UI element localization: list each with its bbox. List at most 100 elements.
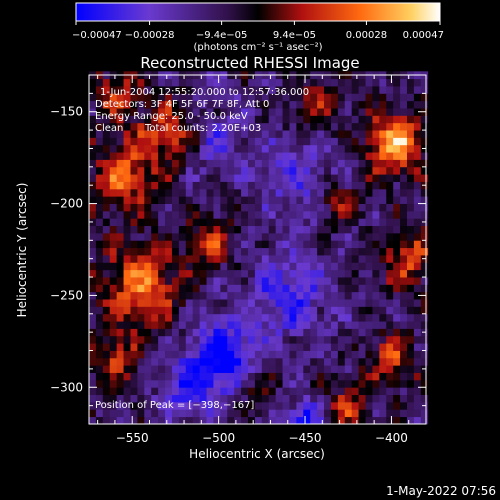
heatmap-cell [372, 379, 380, 388]
heatmap-cell [178, 269, 187, 278]
heatmap-cell [413, 365, 422, 373]
heatmap-cell [282, 387, 290, 396]
heatmap-cell [123, 379, 131, 388]
heatmap-cell [89, 321, 97, 329]
heatmap-cell [386, 115, 394, 124]
heatmap-cell [400, 196, 408, 204]
heatmap-cell [344, 232, 353, 241]
heatmap-cell [130, 284, 138, 293]
heatmap-cell [227, 100, 235, 109]
heatmap-cell [213, 137, 221, 146]
heatmap-cell [386, 166, 394, 175]
heatmap-cell [344, 115, 353, 124]
heatmap-cell [95, 262, 104, 271]
heatmap-cell [95, 115, 104, 124]
heatmap-cells [89, 71, 429, 425]
heatmap-cell [261, 247, 270, 256]
heatmap-cell [386, 86, 394, 94]
heatmap-cell [282, 284, 290, 293]
heatmap-cell [123, 343, 131, 351]
heatmap-cell [102, 255, 111, 263]
heatmap-cell [351, 269, 359, 278]
heatmap-cell [137, 357, 145, 366]
heatmap-cell [165, 394, 173, 403]
heatmap-cell [102, 313, 111, 322]
heatmap-cell [337, 137, 346, 146]
heatmap-cell [247, 247, 256, 256]
heatmap-cell [310, 299, 318, 307]
heatmap-cell [185, 115, 194, 124]
heatmap-cell [206, 313, 214, 322]
heatmap-cell [379, 343, 387, 351]
heatmap-cell [234, 306, 242, 315]
heatmap-cell [358, 240, 366, 249]
heatmap-cell [337, 93, 346, 102]
heatmap-cell [393, 379, 401, 388]
heatmap-cell [337, 115, 346, 124]
heatmap-cell [234, 357, 242, 366]
heatmap-cell [337, 357, 346, 366]
heatmap-cell [386, 284, 394, 293]
heatmap-cell [171, 313, 180, 322]
heatmap-cell [289, 137, 297, 146]
heatmap-cell [254, 86, 263, 94]
heatmap-cell [324, 372, 332, 381]
heatmap-cell [289, 409, 297, 418]
heatmap-cell [289, 144, 297, 153]
heatmap-cell [178, 379, 187, 388]
heatmap-cell [241, 115, 249, 124]
heatmap-cell [351, 335, 359, 344]
heatmap-cell [109, 210, 118, 219]
heatmap-cell [116, 409, 124, 418]
heatmap-cell [372, 196, 380, 204]
heatmap-cell [171, 387, 180, 396]
heatmap-cell [337, 166, 346, 175]
heatmap-cell [324, 210, 332, 219]
heatmap-cell [324, 255, 332, 263]
heatmap-cell [95, 86, 104, 94]
heatmap-cell [400, 130, 408, 138]
heatmap-cell [247, 78, 256, 87]
heatmap-cell [330, 365, 339, 373]
heatmap-cell [379, 181, 387, 190]
heatmap-cell [254, 122, 263, 131]
heatmap-cell [303, 188, 311, 197]
heatmap-cell [192, 357, 200, 366]
heatmap-cell [109, 321, 118, 329]
heatmap-cell [351, 174, 359, 182]
heatmap-cell [206, 130, 214, 138]
heatmap-cell [344, 166, 353, 175]
heatmap-cell [144, 416, 152, 425]
heatmap-cell [317, 247, 325, 256]
heatmap-cell [365, 144, 373, 153]
heatmap-cell [241, 372, 249, 381]
heatmap-cell [386, 188, 394, 197]
heatmap-cell [268, 152, 277, 160]
heatmap-cell [358, 365, 366, 373]
heatmap-cell [337, 210, 346, 219]
heatmap-cell [400, 218, 408, 227]
heatmap-cell [171, 401, 180, 410]
heatmap-cell [109, 86, 118, 94]
heatmap-cell [192, 225, 200, 234]
heatmap-cell [393, 321, 401, 329]
heatmap-cell [185, 394, 194, 403]
heatmap-cell [158, 196, 166, 204]
heatmap-cell [296, 343, 304, 351]
heatmap-cell [192, 240, 200, 249]
heatmap-cell [344, 335, 353, 344]
heatmap-cell [109, 299, 118, 307]
heatmap-cell [247, 174, 256, 182]
heatmap-cell [220, 247, 228, 256]
heatmap-cell [220, 115, 228, 124]
heatmap-cell [206, 306, 214, 315]
heatmap-cell [372, 100, 380, 109]
heatmap-cell [324, 277, 332, 285]
heatmap-cell [406, 218, 415, 227]
heatmap-cell [365, 409, 373, 418]
heatmap-cell [393, 313, 401, 322]
heatmap-cell [192, 122, 200, 131]
heatmap-cell [330, 93, 339, 102]
heatmap-cell [213, 335, 221, 344]
heatmap-cell [116, 269, 124, 278]
